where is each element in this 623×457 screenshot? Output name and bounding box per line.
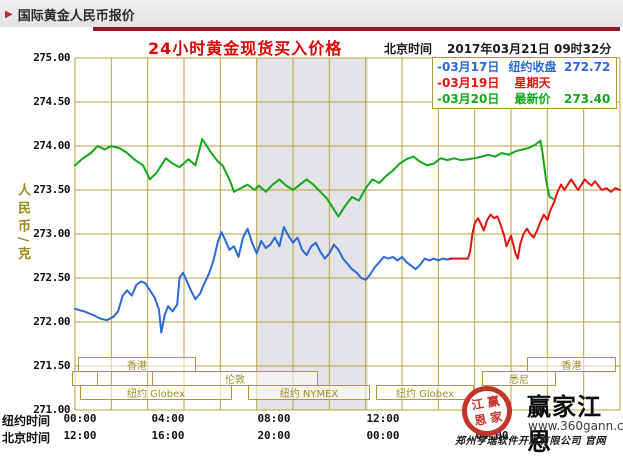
- seal-character: 江: [470, 396, 485, 413]
- seal-character: 恩: [473, 412, 488, 429]
- x-tick-label: 08:00: [257, 412, 291, 425]
- price-line-series: [448, 178, 621, 260]
- top-tab-bar: ▶ 国际黄金人民币报价: [0, 0, 623, 27]
- session-box-纽约 Globex: 纽约 Globex: [80, 385, 232, 400]
- x-axis-row-label: 纽约时间: [2, 414, 51, 428]
- tab-international-gold-rmb[interactable]: ▶ 国际黄金人民币报价: [5, 5, 135, 24]
- legend-date: -03月20日: [437, 92, 500, 106]
- y-tick-label: 271.50: [33, 359, 70, 372]
- y-tick-label: 272.00: [33, 315, 70, 328]
- legend-date: -03月19日: [437, 76, 500, 90]
- legend-value: 272.72: [564, 60, 611, 74]
- x-tick-label: 12:00: [63, 429, 97, 442]
- y-tick-label: 272.50: [33, 271, 70, 284]
- legend-date: -03月17日: [437, 60, 500, 74]
- tab-arrow-icon: ▶: [5, 8, 13, 20]
- price-line-series: [74, 138, 554, 218]
- x-tick-label: 00:00: [366, 429, 400, 442]
- legend-value: 273.40: [564, 92, 611, 106]
- session-box-香港: 香港: [78, 357, 196, 372]
- chart-title: 24小时黄金现货买入价格: [148, 39, 343, 58]
- chart-legend: -03月17日 纽约收盘 272.72 -03月19日 星期天 -03月20日 …: [432, 57, 617, 109]
- y-tick-label: 273.00: [33, 227, 70, 240]
- legend-value: [564, 75, 612, 91]
- x-tick-label: 16:00: [151, 429, 185, 442]
- company-name: 郑州亨瑞软件开发有限公司 官网: [455, 436, 606, 447]
- y-tick-label: 274.00: [33, 139, 70, 152]
- legend-item-mon: -03月20日 最新价 273.40: [437, 91, 612, 107]
- seal-character: 家: [489, 409, 504, 426]
- session-box-纽约 Globex: 纽约 Globex: [376, 385, 474, 400]
- session-box-伦敦: 伦敦: [152, 371, 318, 386]
- y-tick-label: 271.00: [33, 403, 70, 416]
- legend-desc: 星期天: [514, 76, 551, 90]
- session-box-悉尼: 悉尼: [482, 371, 556, 386]
- x-tick-label: 04:00: [151, 412, 185, 425]
- x-axis-row-label: 北京时间: [2, 431, 51, 445]
- legend-desc: 最新价: [514, 92, 551, 106]
- beijing-time-label: 北京时间: [384, 42, 433, 56]
- y-axis-title: 人民币/克: [15, 183, 30, 265]
- seal-character: 赢: [486, 393, 501, 410]
- y-tick-label: 274.50: [33, 95, 70, 108]
- tab-underline-divider: [93, 27, 620, 31]
- price-line-series: [74, 226, 453, 334]
- y-tick-label: 273.50: [33, 183, 70, 196]
- x-tick-label: 20:00: [257, 429, 291, 442]
- session-box-香港: 香港: [527, 357, 616, 372]
- legend-item-sun: -03月19日 星期天: [437, 75, 612, 91]
- session-box: [72, 371, 98, 386]
- y-tick-label: 275.00: [33, 51, 70, 64]
- legend-item-fri: -03月17日 纽约收盘 272.72: [437, 59, 612, 75]
- brand-url-link[interactable]: www.360gann.com: [528, 419, 623, 433]
- price-chart-canvas: [74, 57, 621, 411]
- beijing-datetime: 2017年03月21日 09时32分: [447, 42, 612, 56]
- session-box-纽约 NYMEX: 纽约 NYMEX: [248, 385, 370, 400]
- x-tick-label: 00:00: [63, 412, 97, 425]
- x-tick-label: 12:00: [366, 412, 400, 425]
- legend-desc: 纽约收盘: [508, 60, 557, 74]
- tab-label: 国际黄金人民币报价: [17, 9, 135, 24]
